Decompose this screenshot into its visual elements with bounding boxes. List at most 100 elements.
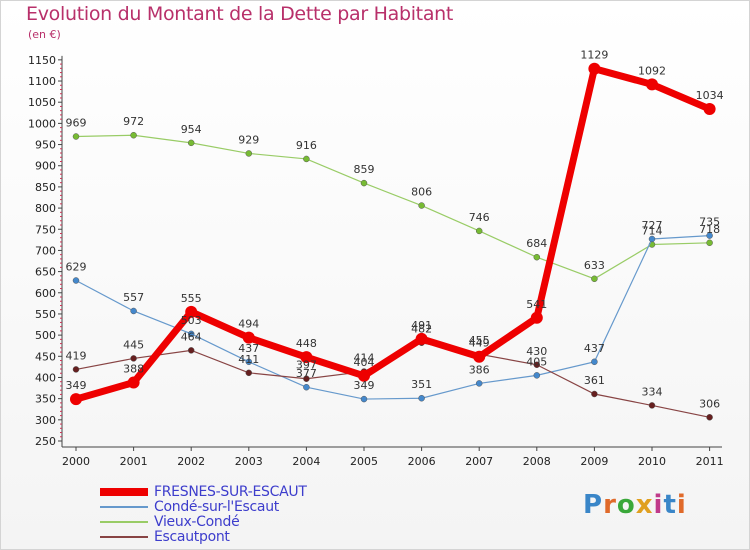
logo-letter: r bbox=[603, 490, 617, 520]
legend-swatch bbox=[100, 487, 148, 496]
legend: FRESNES-SUR-ESCAUT Condé-sur-l'Escaut Vieu… bbox=[100, 484, 307, 544]
data-point-fresnes-sur-escaut bbox=[300, 351, 313, 364]
legend-label: Vieux-Condé bbox=[154, 513, 240, 530]
data-point-fresnes-sur-escaut bbox=[242, 331, 255, 344]
data-label-escautpont: 430 bbox=[526, 345, 547, 358]
y-tick-label: 850 bbox=[35, 181, 56, 194]
data-label-conde-sur-l-escaut: 351 bbox=[411, 378, 432, 391]
data-point-vieux-conde bbox=[533, 253, 541, 261]
x-tick-label: 2002 bbox=[177, 455, 205, 468]
data-point-fresnes-sur-escaut bbox=[530, 311, 543, 324]
data-point-fresnes-sur-escaut bbox=[415, 332, 428, 345]
data-label-escautpont: 482 bbox=[411, 323, 432, 336]
x-tick-label: 2000 bbox=[62, 455, 90, 468]
data-label-vieux-conde: 972 bbox=[123, 115, 144, 128]
data-point-escautpont bbox=[533, 361, 541, 369]
data-point-conde-sur-l-escaut bbox=[187, 330, 195, 338]
legend-label: FRESNES-SUR-ESCAUT bbox=[154, 483, 307, 500]
data-label-fresnes-sur-escaut: 1034 bbox=[696, 89, 724, 102]
data-label-escautpont: 397 bbox=[296, 359, 317, 372]
y-tick-label: 400 bbox=[35, 371, 56, 384]
data-label-conde-sur-l-escaut: 557 bbox=[123, 291, 144, 304]
logo-letter: i bbox=[653, 490, 664, 520]
data-label-escautpont: 455 bbox=[469, 334, 490, 347]
data-label-conde-sur-l-escaut: 405 bbox=[526, 355, 547, 368]
data-label-escautpont: 419 bbox=[66, 349, 87, 362]
y-tick-label: 500 bbox=[35, 329, 56, 342]
data-label-fresnes-sur-escaut: 555 bbox=[181, 292, 202, 305]
y-tick-label: 300 bbox=[35, 414, 56, 427]
data-label-fresnes-sur-escaut: 388 bbox=[123, 363, 144, 376]
data-point-escautpont bbox=[648, 402, 656, 409]
x-tick-label: 2004 bbox=[292, 455, 320, 468]
data-point-fresnes-sur-escaut bbox=[185, 305, 198, 318]
data-label-escautpont: 334 bbox=[642, 385, 663, 398]
data-point-conde-sur-l-escaut bbox=[72, 277, 80, 284]
data-point-fresnes-sur-escaut bbox=[358, 369, 370, 382]
data-point-conde-sur-l-escaut bbox=[130, 307, 137, 315]
data-label-vieux-conde: 859 bbox=[354, 163, 375, 176]
data-label-vieux-conde: 806 bbox=[411, 186, 432, 199]
data-point-escautpont bbox=[72, 366, 80, 373]
data-label-conde-sur-l-escaut: 629 bbox=[66, 260, 87, 273]
data-label-vieux-conde: 746 bbox=[469, 211, 490, 224]
x-tick-label: 2011 bbox=[696, 455, 724, 468]
x-tick-label: 2010 bbox=[638, 455, 666, 468]
chart-subtitle: (en €) bbox=[28, 28, 61, 41]
y-tick-label: 350 bbox=[35, 393, 56, 406]
x-tick-label: 2008 bbox=[523, 455, 551, 468]
y-tick-label: 800 bbox=[35, 202, 56, 215]
data-label-conde-sur-l-escaut: 735 bbox=[699, 216, 720, 229]
data-point-escautpont bbox=[303, 375, 310, 382]
data-label-escautpont: 361 bbox=[584, 374, 605, 387]
data-label-conde-sur-l-escaut: 386 bbox=[469, 363, 490, 376]
data-label-vieux-conde: 916 bbox=[296, 139, 317, 152]
data-point-fresnes-sur-escaut bbox=[473, 350, 486, 363]
data-point-conde-sur-l-escaut bbox=[533, 372, 541, 379]
data-label-fresnes-sur-escaut: 449 bbox=[469, 337, 490, 350]
data-point-escautpont bbox=[706, 414, 713, 421]
y-tick-label: 900 bbox=[35, 160, 56, 173]
y-tick-label: 1050 bbox=[28, 96, 56, 109]
data-label-vieux-conde: 633 bbox=[584, 259, 605, 272]
x-tick-label: 2007 bbox=[465, 455, 493, 468]
data-label-vieux-conde: 684 bbox=[526, 237, 547, 250]
data-point-vieux-conde bbox=[187, 139, 195, 147]
logo-letter: x bbox=[635, 490, 654, 520]
legend-swatch bbox=[100, 535, 148, 538]
data-point-fresnes-sur-escaut bbox=[588, 62, 601, 75]
y-tick-label: 600 bbox=[35, 287, 56, 300]
y-tick-label: 1150 bbox=[28, 54, 56, 67]
data-point-vieux-conde bbox=[303, 155, 310, 163]
data-label-conde-sur-l-escaut: 349 bbox=[354, 379, 375, 392]
y-tick-label: 450 bbox=[35, 350, 56, 363]
data-point-conde-sur-l-escaut bbox=[418, 394, 425, 402]
data-point-vieux-conde bbox=[591, 275, 598, 283]
data-point-vieux-conde bbox=[130, 131, 137, 139]
data-point-conde-sur-l-escaut bbox=[303, 383, 310, 391]
legend-label: Condé-sur-l'Escaut bbox=[154, 498, 279, 515]
data-point-conde-sur-l-escaut bbox=[706, 232, 713, 239]
data-point-conde-sur-l-escaut bbox=[648, 235, 656, 243]
legend-swatch bbox=[100, 520, 148, 523]
data-label-escautpont: 414 bbox=[354, 352, 375, 365]
data-point-vieux-conde bbox=[706, 239, 713, 247]
data-point-fresnes-sur-escaut bbox=[70, 393, 82, 406]
data-point-vieux-conde bbox=[418, 202, 425, 209]
data-label-conde-sur-l-escaut: 437 bbox=[584, 342, 605, 355]
y-tick-label: 550 bbox=[35, 308, 56, 321]
data-point-fresnes-sur-escaut bbox=[127, 376, 140, 389]
data-label-fresnes-sur-escaut: 349 bbox=[66, 379, 87, 392]
logo-letter: o bbox=[616, 490, 636, 520]
data-label-conde-sur-l-escaut: 377 bbox=[296, 367, 317, 380]
data-label-escautpont: 464 bbox=[181, 330, 202, 343]
y-tick-label: 700 bbox=[35, 244, 56, 257]
logo-letter: i bbox=[676, 490, 687, 520]
legend-item-vieux-conde: Vieux-Condé bbox=[100, 514, 307, 529]
logo-letter: P bbox=[583, 490, 604, 520]
legend-swatch bbox=[100, 505, 148, 508]
data-label-vieux-conde: 954 bbox=[181, 123, 202, 136]
data-label-escautpont: 306 bbox=[699, 397, 720, 410]
data-point-vieux-conde bbox=[245, 150, 253, 157]
